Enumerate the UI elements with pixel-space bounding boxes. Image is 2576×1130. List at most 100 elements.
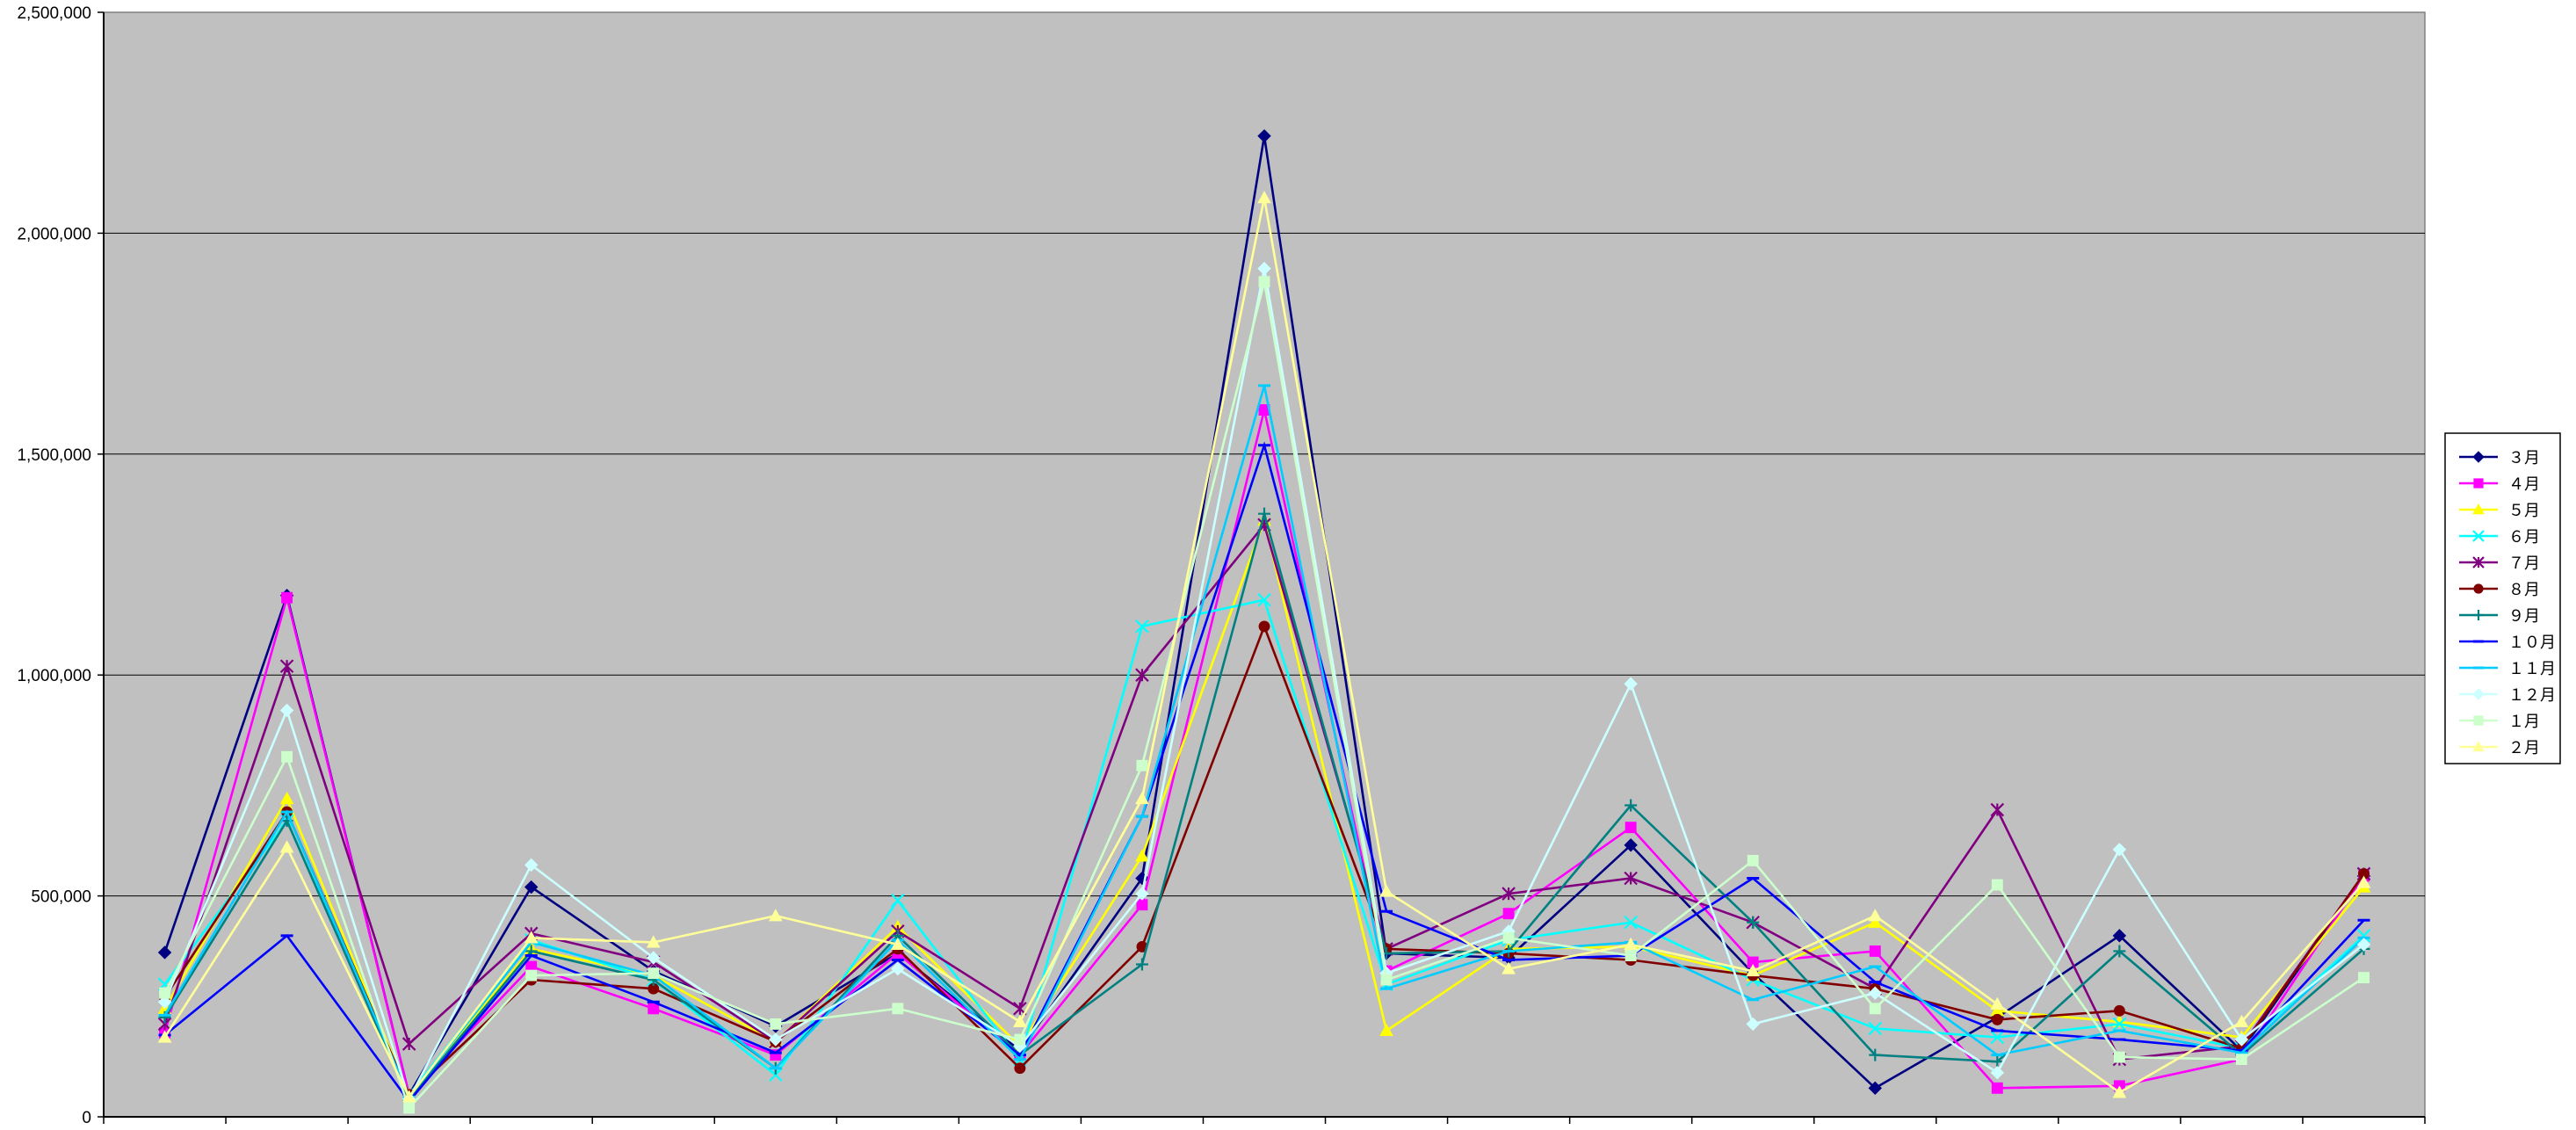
legend-item: １１月 xyxy=(2459,660,2556,677)
data-point xyxy=(1624,950,1637,961)
plot-area-layer xyxy=(103,11,2426,1118)
data-point xyxy=(157,1030,172,1043)
data-point xyxy=(1624,822,1637,834)
data-point xyxy=(1136,759,1148,771)
data-point xyxy=(1502,931,1515,944)
data-point xyxy=(524,880,539,895)
data-point xyxy=(1135,619,1149,634)
legend-marker xyxy=(2473,610,2484,620)
data-point xyxy=(1624,838,1638,852)
data-point xyxy=(2113,945,2126,958)
data-point xyxy=(1624,799,1638,812)
gridlines-layer xyxy=(104,232,2425,897)
legend-item: １０月 xyxy=(2459,634,2556,651)
data-point xyxy=(279,791,294,805)
legend-item: １２月 xyxy=(2459,686,2556,704)
data-point xyxy=(1258,276,1270,288)
data-point xyxy=(891,961,905,976)
data-point xyxy=(1135,791,1149,805)
series-12 xyxy=(157,191,2371,1103)
data-point xyxy=(1869,945,1881,957)
data-point xyxy=(1257,261,1271,276)
data-point xyxy=(2358,972,2370,984)
data-point xyxy=(279,840,294,853)
legend-item: ８月 xyxy=(2459,581,2540,598)
legend-label: ４月 xyxy=(2508,475,2540,493)
data-point xyxy=(2235,1054,2247,1066)
data-point xyxy=(1379,884,1393,897)
data-point xyxy=(769,1068,783,1083)
data-point xyxy=(1135,958,1148,971)
data-point xyxy=(2113,1004,2125,1017)
data-point xyxy=(157,945,172,960)
legend-label: ２月 xyxy=(2508,739,2540,757)
legend-marker xyxy=(2472,451,2485,463)
data-point xyxy=(1135,887,1149,901)
data-point xyxy=(1868,915,1883,928)
legend-label: ９月 xyxy=(2508,607,2540,625)
legend-item: ４月 xyxy=(2459,475,2540,493)
legend-label: １１月 xyxy=(2508,660,2556,677)
data-point xyxy=(770,1018,782,1030)
data-point xyxy=(1135,849,1149,862)
data-point xyxy=(891,893,905,908)
data-point xyxy=(524,931,539,944)
data-point xyxy=(1502,908,1515,920)
data-point xyxy=(1990,802,2005,817)
data-point xyxy=(159,987,170,999)
legend-marker xyxy=(2472,503,2485,515)
data-point xyxy=(1257,129,1271,143)
y-tick-label: 2,500,000 xyxy=(17,4,91,23)
legend-label: ５月 xyxy=(2508,502,2540,519)
data-point xyxy=(2112,1017,2127,1032)
legend-marker xyxy=(2472,688,2485,700)
data-point xyxy=(892,1003,904,1015)
series-11 xyxy=(159,276,2370,1114)
data-point xyxy=(2234,1032,2249,1047)
data-point xyxy=(281,750,293,763)
data-point xyxy=(1747,854,1759,866)
data-point xyxy=(1257,191,1271,204)
data-point xyxy=(1379,1023,1393,1037)
data-point xyxy=(1869,1003,1881,1015)
legend-item: ２月 xyxy=(2459,739,2540,757)
legend-item: ６月 xyxy=(2459,528,2540,546)
axes-layer: 0 500,000 1,000,000 1,500,000 2,000,000 2,500… xyxy=(17,4,2426,1127)
data-point xyxy=(1990,996,2005,1010)
data-point xyxy=(402,1037,416,1051)
data-point xyxy=(1991,1055,2004,1068)
data-point xyxy=(279,703,294,718)
legend: ３月 ４月 ５月 ６月 ７月 ８月 ９月 １０月 １１月 １２月 １月 ２月 xyxy=(2444,432,2561,764)
data-point xyxy=(768,909,783,922)
data-point xyxy=(2356,875,2371,888)
data-point xyxy=(1868,1021,1883,1036)
data-point xyxy=(1868,909,1883,922)
data-point xyxy=(1624,915,1638,930)
y-tick-label: 0 xyxy=(82,1109,91,1126)
legend-marker xyxy=(2473,715,2484,726)
data-point xyxy=(648,1003,660,1015)
legend-marker xyxy=(2472,740,2485,752)
data-point xyxy=(279,659,294,673)
data-point xyxy=(2234,1014,2249,1027)
data-point xyxy=(646,935,661,948)
data-point xyxy=(648,967,660,980)
legend-label: １２月 xyxy=(2508,686,2556,704)
data-point xyxy=(1869,1048,1882,1061)
data-point xyxy=(1136,899,1148,911)
data-point xyxy=(2112,929,2127,943)
legend-marker xyxy=(2472,530,2485,542)
legend-box xyxy=(2444,432,2561,764)
data-point xyxy=(890,937,905,951)
y-tick-label: 1,500,000 xyxy=(17,446,91,465)
data-point xyxy=(1501,961,1516,974)
legend-label: ７月 xyxy=(2508,554,2540,572)
data-point xyxy=(1747,916,1760,929)
y-tick-label: 1,000,000 xyxy=(17,667,91,685)
legend-marker xyxy=(2473,583,2484,594)
data-point xyxy=(2356,929,2371,943)
data-point xyxy=(403,1102,416,1114)
data-point xyxy=(647,951,661,965)
